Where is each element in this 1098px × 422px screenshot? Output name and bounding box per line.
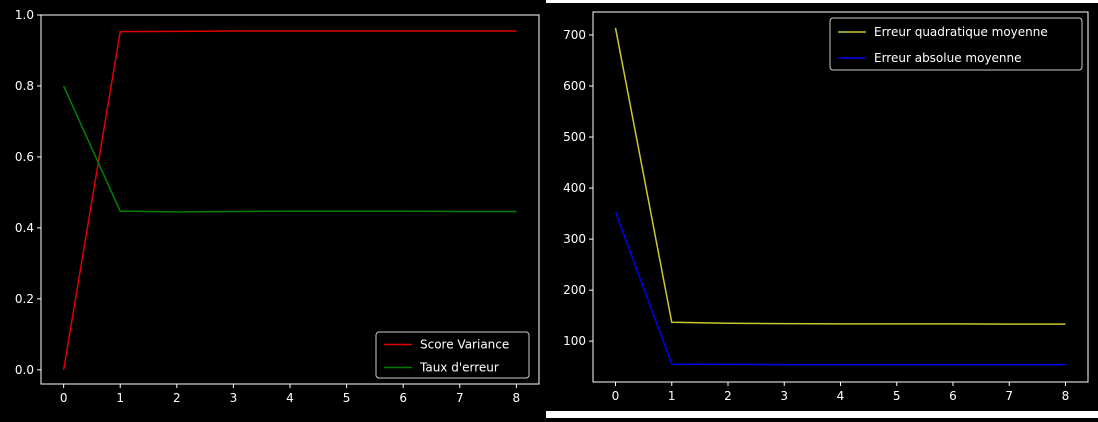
x-tick-label: 2 — [173, 391, 181, 405]
legend-box — [829, 17, 1083, 71]
x-tick-label: 0 — [612, 389, 620, 403]
x-tick-label: 3 — [230, 391, 238, 405]
y-tick-label: 600 — [563, 79, 586, 93]
y-tick-label: 700 — [563, 28, 586, 42]
x-tick-label: 2 — [724, 389, 732, 403]
x-tick-label: 7 — [1005, 389, 1013, 403]
series-line-2 — [614, 211, 1066, 366]
bottom-strip — [546, 411, 1098, 418]
legend-label: Erreur quadratique moyenne — [874, 25, 1048, 39]
series-line-2 — [62, 85, 517, 213]
legend: Score Variance Taux d'erreur — [375, 331, 530, 379]
x-tick-label: 4 — [837, 389, 845, 403]
chart-1: 0.0 0.2 0.4 0.6 0.8 1.0 0 1 2 3 4 5 6 7 8 Score Varianc… — [15, 8, 540, 405]
y-tick-label: 500 — [563, 130, 586, 144]
x-tick-label: 6 — [949, 389, 957, 403]
y-tick-label: 0.2 — [15, 292, 34, 306]
x-tick-label: 8 — [1062, 389, 1070, 403]
legend-label: Taux d'erreur — [419, 361, 499, 375]
x-tick-label: 6 — [399, 391, 407, 405]
series-line-1 — [62, 30, 517, 370]
x-tick-label: 5 — [343, 391, 351, 405]
x-tick-label: 1 — [116, 391, 124, 405]
legend-label: Erreur absolue moyenne — [874, 51, 1022, 65]
y-tick-label: 0.4 — [15, 221, 34, 235]
x-tick-label: 8 — [513, 391, 521, 405]
y-tick-label: 400 — [563, 181, 586, 195]
y-tick-label: 1.0 — [15, 8, 34, 22]
x-tick-label: 4 — [286, 391, 294, 405]
legend: Erreur quadratique moyenne Erreur absolue… — [829, 17, 1083, 71]
chart-2: 100 200 300 400 500 600 700 0 1 2 3 4 5 6 7 8 Erreur qua… — [563, 11, 1089, 403]
legend-label: Score Variance — [420, 338, 509, 352]
x-tick-label: 0 — [60, 391, 68, 405]
y-tick-label: 100 — [563, 334, 586, 348]
y-tick-label: 0.8 — [15, 79, 34, 93]
top-strip — [546, 0, 1098, 3]
legend-box — [375, 331, 530, 379]
x-tick-label: 1 — [668, 389, 676, 403]
x-tick-label: 5 — [893, 389, 901, 403]
x-tick-label: 7 — [456, 391, 464, 405]
y-tick-label: 0.6 — [15, 150, 34, 164]
y-tick-label: 200 — [563, 283, 586, 297]
y-tick-label: 300 — [563, 232, 586, 246]
x-tick-label: 3 — [780, 389, 788, 403]
y-tick-label: 0.0 — [15, 363, 34, 377]
series-line-1 — [614, 27, 1066, 325]
